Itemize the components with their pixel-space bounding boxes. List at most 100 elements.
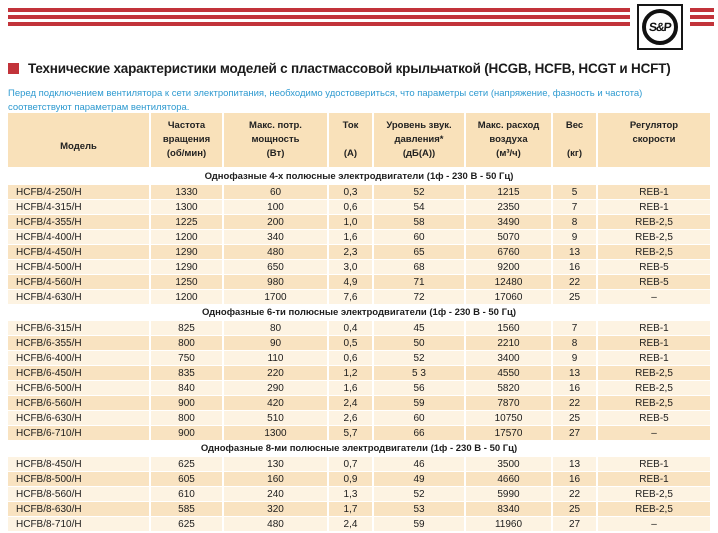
- value-cell: 200: [223, 214, 329, 230]
- value-cell: 1,7: [328, 501, 374, 517]
- section-header-label: Однофазные 4-х полюсные электродвигатели…: [8, 168, 710, 185]
- column-header-4: Уровень звук. давления* (дБ(А)): [373, 113, 466, 169]
- value-cell: 1300: [150, 199, 224, 215]
- value-cell: 58: [373, 214, 466, 230]
- value-cell: 130: [223, 456, 329, 472]
- value-cell: 4550: [465, 365, 553, 381]
- value-cell: REB-1: [597, 471, 710, 487]
- value-cell: 16: [552, 380, 598, 396]
- value-cell: 980: [223, 274, 329, 290]
- value-cell: 60: [373, 410, 466, 426]
- value-cell: 0,9: [328, 471, 374, 487]
- value-cell: 52: [373, 350, 466, 366]
- value-cell: 60: [373, 229, 466, 245]
- value-cell: 22: [552, 486, 598, 502]
- model-cell: HCFB/8-710/H: [8, 516, 151, 532]
- model-cell: HCFB/4-355/H: [8, 214, 151, 230]
- value-cell: 7,6: [328, 289, 374, 305]
- table-row: HCFB/4-450/H 1290 480 2,3 65 6760 13 REB-2,5: [8, 244, 710, 260]
- table-row: HCFB/6-630/H 800 510 2,6 60 10750 25 REB-5: [8, 410, 710, 426]
- value-cell: 7: [552, 320, 598, 336]
- value-cell: 340: [223, 229, 329, 245]
- value-cell: 5820: [465, 380, 553, 396]
- value-cell: 45: [373, 320, 466, 336]
- table-row: HCFB/4-400/H 1200 340 1,6 60 5070 9 REB-2,5: [8, 229, 710, 245]
- column-header-6: Вес (кг): [552, 113, 598, 169]
- spec-table-head: Модель Частота вращения (об/мин) Макс. потр.…: [8, 113, 710, 169]
- table-row: HCFB/4-500/H 1290 650 3,0 68 9200 16 REB-5: [8, 259, 710, 275]
- page-title: Технические характеристики моделей с пла…: [28, 61, 671, 76]
- value-cell: 10750: [465, 410, 553, 426]
- section-header-label: Однофазные 6-ти полюсные электродвигател…: [8, 304, 710, 321]
- column-header-0: Модель: [8, 113, 151, 169]
- model-cell: HCFB/4-560/H: [8, 274, 151, 290]
- value-cell: 420: [223, 395, 329, 411]
- value-cell: 52: [373, 486, 466, 502]
- table-row: HCFB/6-500/H 840 290 1,6 56 5820 16 REB-2,5: [8, 380, 710, 396]
- value-cell: 1,6: [328, 229, 374, 245]
- table-row: HCFB/4-560/H 1250 980 4,9 71 12480 22 REB-5: [8, 274, 710, 290]
- value-cell: 3,0: [328, 259, 374, 275]
- notice-text: Перед подключением вентилятора к сети эл…: [8, 88, 643, 113]
- model-cell: HCFB/6-630/H: [8, 410, 151, 426]
- value-cell: 80: [223, 320, 329, 336]
- value-cell: 100: [223, 199, 329, 215]
- value-cell: 60: [223, 184, 329, 200]
- model-cell: HCFB/4-250/H: [8, 184, 151, 200]
- value-cell: 650: [223, 259, 329, 275]
- table-row: HCFB/6-710/H 900 1300 5,7 66 17570 27–: [8, 425, 710, 441]
- model-cell: HCFB/8-450/H: [8, 456, 151, 472]
- value-cell: 5,7: [328, 425, 374, 441]
- value-cell: 9200: [465, 259, 553, 275]
- value-cell: 290: [223, 380, 329, 396]
- value-cell: REB-2,5: [597, 214, 710, 230]
- value-cell: 800: [150, 335, 224, 351]
- value-cell: 2350: [465, 199, 553, 215]
- column-header-7: Регулятор скорости: [597, 113, 710, 169]
- value-cell: 1215: [465, 184, 553, 200]
- spec-table: Модель Частота вращения (об/мин) Макс. потр.…: [8, 113, 710, 532]
- value-cell: 56: [373, 380, 466, 396]
- column-header-1: Частота вращения (об/мин): [150, 113, 224, 169]
- model-cell: HCFB/4-450/H: [8, 244, 151, 260]
- table-row: HCFB/4-315/H 1300 100 0,6 54 2350 7 REB-1: [8, 199, 710, 215]
- value-cell: 240: [223, 486, 329, 502]
- column-header-2: Макс. потр. мощность (Вт): [223, 113, 329, 169]
- value-cell: 49: [373, 471, 466, 487]
- value-cell: 1,2: [328, 365, 374, 381]
- value-cell: REB-2,5: [597, 244, 710, 260]
- value-cell: 59: [373, 516, 466, 532]
- table-row: HCFB/8-500/H 605 160 0,9 49 4660 16 REB-1: [8, 471, 710, 487]
- value-cell: 25: [552, 501, 598, 517]
- value-cell: REB-1: [597, 320, 710, 336]
- value-cell: 4660: [465, 471, 553, 487]
- red-stripe: [690, 15, 714, 19]
- table-row: HCFB/4-355/H 1225 200 1,0 58 3490 8 REB-2,5: [8, 214, 710, 230]
- column-header-3: Ток (А): [328, 113, 374, 169]
- value-cell: 320: [223, 501, 329, 517]
- value-cell: REB-2,5: [597, 229, 710, 245]
- value-cell: 8: [552, 214, 598, 230]
- value-cell: 800: [150, 410, 224, 426]
- value-cell: 610: [150, 486, 224, 502]
- value-cell: 1,6: [328, 380, 374, 396]
- model-cell: HCFB/6-355/H: [8, 335, 151, 351]
- value-cell: 2210: [465, 335, 553, 351]
- model-cell: HCFB/4-315/H: [8, 199, 151, 215]
- red-stripe: [690, 8, 714, 12]
- table-row: HCFB/6-355/H 800 90 0,5 50 2210 8 REB-1: [8, 335, 710, 351]
- value-cell: 90: [223, 335, 329, 351]
- value-cell: 160: [223, 471, 329, 487]
- value-cell: 0,7: [328, 456, 374, 472]
- value-cell: 1200: [150, 289, 224, 305]
- value-cell: 52: [373, 184, 466, 200]
- value-cell: REB-5: [597, 274, 710, 290]
- value-cell: 22: [552, 395, 598, 411]
- value-cell: 11960: [465, 516, 553, 532]
- table-row: HCFB/4-630/H 1200 1700 7,6 72 17060 25–: [8, 289, 710, 305]
- value-cell: 1225: [150, 214, 224, 230]
- red-stripe: [8, 22, 630, 26]
- value-cell: 68: [373, 259, 466, 275]
- value-cell: 27: [552, 516, 598, 532]
- value-cell: 2,3: [328, 244, 374, 260]
